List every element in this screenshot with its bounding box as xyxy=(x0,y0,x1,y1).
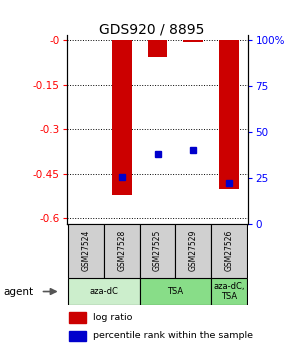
Text: GSM27524: GSM27524 xyxy=(82,229,91,270)
Text: agent: agent xyxy=(3,287,33,296)
Bar xyxy=(112,40,132,195)
Bar xyxy=(140,278,211,305)
Text: GSM27525: GSM27525 xyxy=(153,229,162,270)
Text: GSM27528: GSM27528 xyxy=(118,229,126,270)
Text: GSM27526: GSM27526 xyxy=(224,229,233,270)
Bar xyxy=(175,224,211,278)
Bar xyxy=(219,40,239,189)
Text: aza-dC: aza-dC xyxy=(90,287,118,296)
Bar xyxy=(183,40,203,42)
Bar xyxy=(104,224,140,278)
Text: GDS920 / 8895: GDS920 / 8895 xyxy=(99,22,204,37)
Bar xyxy=(69,312,85,323)
Bar xyxy=(140,224,175,278)
Bar xyxy=(211,224,247,278)
Text: aza-dC,
TSA: aza-dC, TSA xyxy=(213,282,245,301)
Bar xyxy=(148,40,167,57)
Text: GSM27529: GSM27529 xyxy=(189,229,198,270)
Bar xyxy=(68,224,104,278)
Text: log ratio: log ratio xyxy=(93,313,132,322)
Bar xyxy=(68,278,140,305)
Bar xyxy=(69,331,85,341)
Text: percentile rank within the sample: percentile rank within the sample xyxy=(93,332,253,341)
Text: TSA: TSA xyxy=(167,287,183,296)
Bar xyxy=(211,278,247,305)
